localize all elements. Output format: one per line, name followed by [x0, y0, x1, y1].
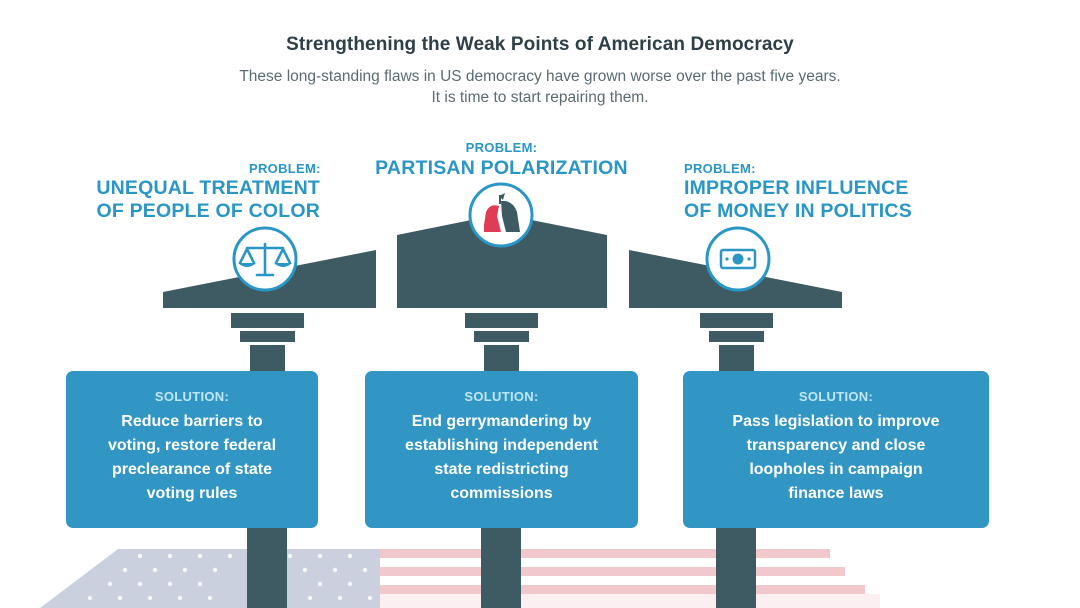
- problem-title-line: OF PEOPLE OF COLOR: [96, 200, 320, 222]
- page-subtitle: These long-standing flaws in US democrac…: [0, 66, 1080, 108]
- solution-text: End gerrymandering by establishing indep…: [365, 410, 638, 506]
- solution-line: state redistricting: [434, 461, 569, 478]
- solution-line: loopholes in campaign: [749, 461, 923, 478]
- solution-card-left: SOLUTION: Reduce barriers to voting, res…: [66, 371, 318, 528]
- subtitle-line: These long-standing flaws in US democrac…: [239, 68, 841, 85]
- problem-label-right: PROBLEM:: [684, 161, 756, 176]
- flag-canton: [40, 549, 380, 608]
- problem-title-right: IMPROPER INFLUENCE OF MONEY IN POLITICS: [684, 177, 912, 223]
- problem-title-line: IMPROPER INFLUENCE: [684, 177, 909, 199]
- problem-title-center: PARTISAN POLARIZATION: [0, 157, 1003, 180]
- solution-line: voting, restore federal: [107, 437, 277, 454]
- problem-title-line: OF MONEY IN POLITICS: [684, 200, 912, 222]
- solution-line: finance laws: [788, 485, 884, 502]
- scales-of-justice-icon: [232, 226, 298, 292]
- subtitle-line: It is time to start repairing them.: [431, 89, 649, 106]
- problem-title-left: UNEQUAL TREATMENT OF PEOPLE OF COLOR: [96, 177, 320, 223]
- center-roof: [397, 214, 607, 308]
- dollar-bill-icon: [705, 226, 771, 292]
- solution-line: preclearance of state: [111, 461, 273, 478]
- solution-card-right: SOLUTION: Pass legislation to improve tr…: [683, 371, 989, 528]
- solution-label: SOLUTION:: [154, 389, 230, 404]
- divided-elephant-donkey-icon: [468, 182, 534, 248]
- solution-line: End gerrymandering by: [411, 413, 592, 430]
- solution-label: SOLUTION:: [464, 389, 539, 404]
- solution-line: commissions: [450, 485, 553, 502]
- solution-line: Reduce barriers to: [121, 413, 263, 430]
- solution-text: Reduce barriers to voting, restore feder…: [66, 410, 318, 506]
- solution-card-center: SOLUTION: End gerrymandering by establis…: [365, 371, 638, 528]
- solution-line: voting rules: [146, 485, 238, 502]
- problem-label-left: PROBLEM:: [249, 161, 321, 176]
- problem-title-line: UNEQUAL TREATMENT: [96, 177, 320, 199]
- solution-text: Pass legislation to improve transparency…: [683, 410, 989, 506]
- problem-label-center: PROBLEM:: [465, 140, 538, 155]
- problem-title-line: PARTISAN POLARIZATION: [375, 157, 628, 179]
- solution-line: transparency and close: [746, 437, 926, 454]
- solution-line: establishing independent: [405, 437, 598, 454]
- page-title: Strengthening the Weak Points of America…: [286, 34, 794, 55]
- solution-line: Pass legislation to improve: [732, 413, 940, 430]
- solution-label: SOLUTION:: [798, 389, 874, 404]
- center-pillar: [397, 214, 607, 608]
